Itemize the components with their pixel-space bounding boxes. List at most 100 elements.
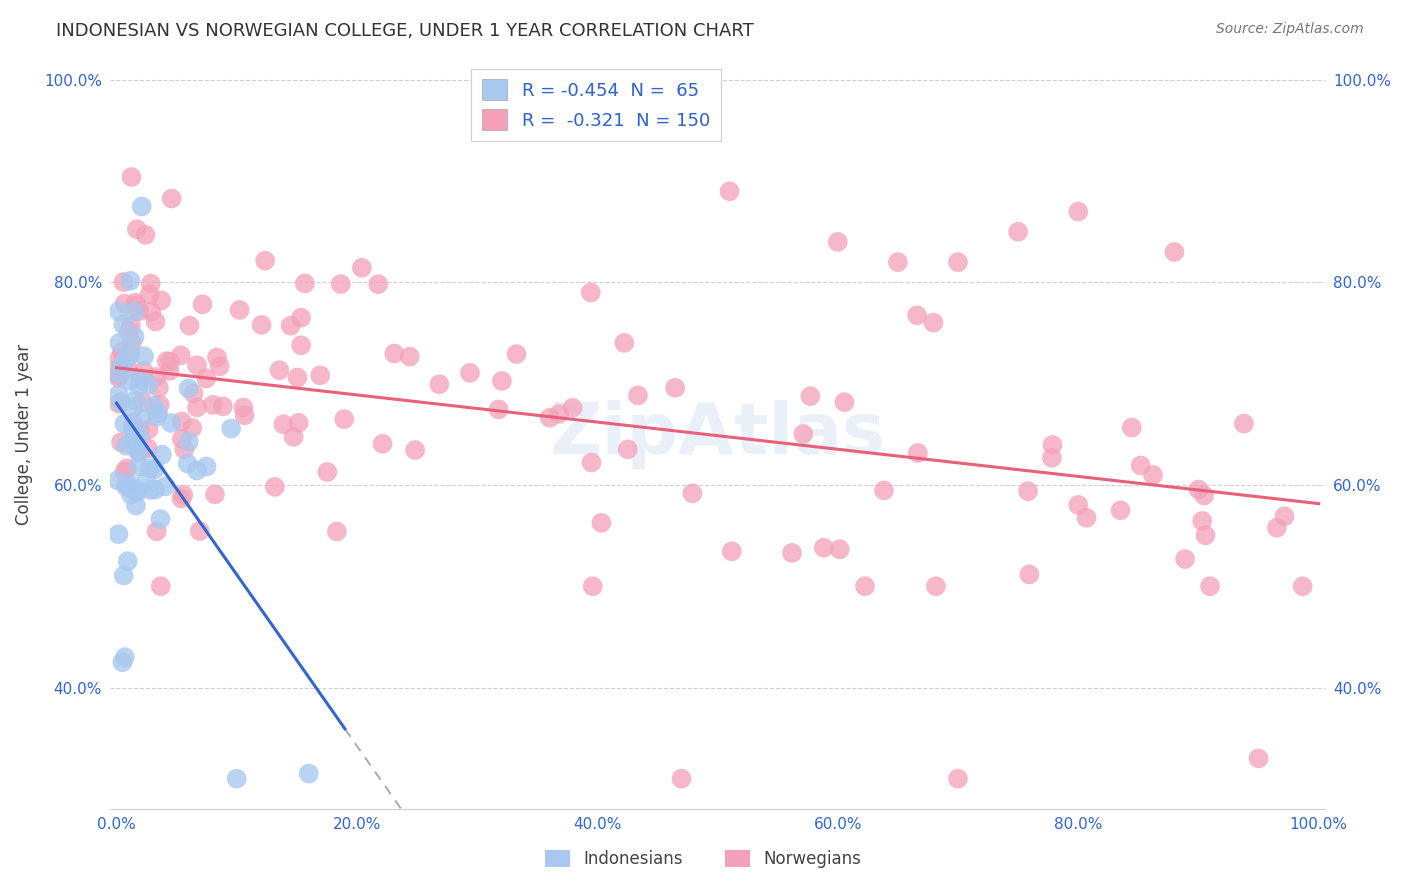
Point <box>191 297 214 311</box>
Point <box>488 402 510 417</box>
Point <box>170 415 193 429</box>
Text: Source: ZipAtlas.com: Source: ZipAtlas.com <box>1216 22 1364 37</box>
Point <box>134 227 156 242</box>
Point <box>107 473 129 487</box>
Point <box>233 409 256 423</box>
Point <box>145 524 167 539</box>
Point <box>150 293 173 308</box>
Point <box>228 302 250 317</box>
Point <box>124 329 146 343</box>
Point <box>186 358 208 372</box>
Point <box>280 318 302 333</box>
Point <box>125 222 148 236</box>
Point <box>110 395 132 409</box>
Point <box>269 363 291 377</box>
Point <box>208 359 231 374</box>
Point <box>111 655 134 669</box>
Point <box>181 421 204 435</box>
Point <box>263 480 285 494</box>
Point <box>131 411 153 425</box>
Point <box>780 546 803 560</box>
Point <box>125 499 148 513</box>
Point <box>120 274 142 288</box>
Point <box>1192 488 1215 502</box>
Point <box>946 772 969 786</box>
Point <box>115 479 138 493</box>
Point <box>149 512 172 526</box>
Point <box>120 318 142 333</box>
Point <box>1187 483 1209 497</box>
Point <box>1076 510 1098 524</box>
Point <box>382 346 405 360</box>
Point <box>828 542 851 557</box>
Point <box>219 421 242 435</box>
Point <box>873 483 896 498</box>
Point <box>1040 450 1063 465</box>
Point <box>112 417 135 431</box>
Point <box>925 579 948 593</box>
Point <box>579 285 602 300</box>
Point <box>250 318 273 332</box>
Point <box>145 370 167 384</box>
Point <box>121 420 143 434</box>
Point <box>120 347 142 361</box>
Point <box>124 429 146 443</box>
Point <box>283 430 305 444</box>
Point <box>582 579 605 593</box>
Point <box>254 253 277 268</box>
Point <box>429 377 451 392</box>
Point <box>1142 468 1164 483</box>
Point <box>115 351 138 365</box>
Point <box>827 235 849 249</box>
Point <box>114 296 136 310</box>
Point <box>664 381 686 395</box>
Point <box>922 316 945 330</box>
Point <box>887 255 910 269</box>
Point <box>155 479 177 493</box>
Point <box>117 478 139 492</box>
Point <box>159 364 181 378</box>
Point <box>142 399 165 413</box>
Point <box>946 255 969 269</box>
Point <box>367 277 389 292</box>
Point <box>141 304 163 318</box>
Point <box>111 344 134 359</box>
Point <box>146 406 169 420</box>
Point <box>186 463 208 477</box>
Point <box>905 308 928 322</box>
Point <box>907 446 929 460</box>
Point <box>853 579 876 593</box>
Point <box>117 361 139 376</box>
Point <box>150 448 173 462</box>
Point <box>172 488 194 502</box>
Point <box>170 432 193 446</box>
Point <box>1174 552 1197 566</box>
Point <box>122 416 145 430</box>
Point <box>1265 521 1288 535</box>
Point <box>107 367 129 381</box>
Point <box>290 310 312 325</box>
Point <box>121 483 143 497</box>
Point <box>1121 420 1143 434</box>
Point <box>108 361 131 376</box>
Point <box>371 436 394 450</box>
Point <box>160 192 183 206</box>
Point <box>128 304 150 318</box>
Point <box>561 401 583 415</box>
Legend: Indonesians, Norwegians: Indonesians, Norwegians <box>538 843 868 875</box>
Point <box>122 430 145 444</box>
Point <box>170 491 193 506</box>
Point <box>111 358 134 372</box>
Point <box>135 473 157 487</box>
Point <box>108 371 131 385</box>
Point <box>128 429 150 443</box>
Point <box>718 184 741 198</box>
Point <box>120 477 142 491</box>
Point <box>398 350 420 364</box>
Point <box>195 371 218 385</box>
Point <box>122 401 145 415</box>
Point <box>170 348 193 362</box>
Point <box>118 374 141 388</box>
Point <box>129 371 152 385</box>
Point <box>333 412 356 426</box>
